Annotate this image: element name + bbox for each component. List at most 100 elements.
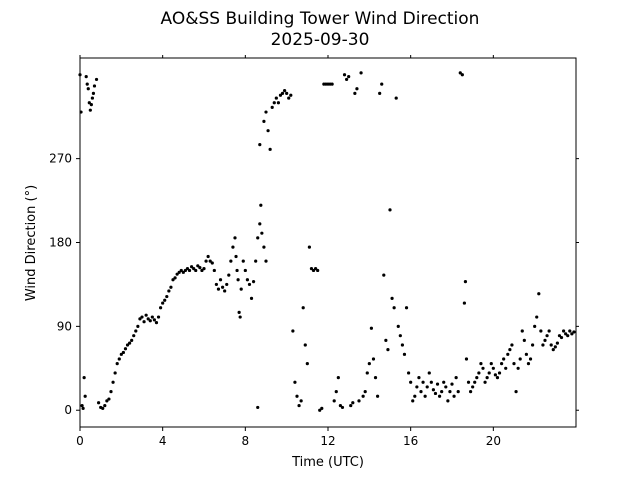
data-point (192, 266, 196, 271)
data-point (81, 406, 85, 410)
data-point (83, 394, 87, 398)
data-point (105, 399, 109, 403)
data-point (402, 352, 407, 356)
data-point (539, 329, 543, 333)
data-point (221, 285, 225, 289)
data-point (425, 385, 429, 389)
data-point (392, 306, 396, 310)
data-point (150, 315, 154, 319)
data-point (154, 321, 159, 325)
points-layer (78, 71, 576, 412)
data-point (262, 245, 266, 249)
data-point (156, 315, 161, 319)
x-tick-label: 16 (403, 434, 418, 448)
data-point (270, 105, 274, 109)
data-point (276, 101, 280, 105)
data-point (541, 343, 545, 347)
data-point (103, 403, 107, 408)
data-point (297, 403, 301, 408)
data-point (247, 282, 252, 287)
data-point (522, 338, 526, 342)
data-point (564, 332, 568, 336)
data-point (508, 348, 512, 352)
data-point (134, 329, 138, 333)
data-point (367, 362, 371, 366)
data-point (196, 264, 200, 268)
data-point (258, 143, 262, 147)
data-point (524, 352, 529, 356)
data-point (471, 385, 475, 389)
data-point (259, 203, 263, 207)
data-point (452, 394, 456, 398)
data-point (535, 315, 539, 319)
data-point (458, 71, 462, 75)
data-point (115, 362, 119, 366)
data-point (138, 317, 142, 321)
data-point (349, 403, 353, 408)
data-point (194, 268, 198, 273)
data-point (233, 236, 237, 240)
data-point (289, 93, 293, 97)
data-point (258, 222, 262, 226)
data-point (365, 371, 369, 375)
data-point (285, 91, 289, 96)
data-point (456, 389, 460, 394)
data-point (152, 318, 156, 322)
data-point (231, 245, 235, 249)
data-point (462, 301, 466, 305)
data-point (388, 208, 392, 212)
data-point (442, 380, 446, 384)
data-point (171, 278, 175, 282)
data-point (136, 324, 140, 328)
x-axis: 0 4 8 12 16 20 (76, 55, 501, 448)
data-point (91, 91, 96, 96)
data-point (413, 394, 417, 398)
data-point (345, 77, 349, 82)
data-point (386, 348, 390, 352)
data-point (419, 389, 423, 394)
data-point (140, 315, 144, 319)
data-point (190, 265, 194, 269)
data-point (200, 268, 204, 273)
data-point (266, 129, 270, 133)
data-point (245, 278, 249, 282)
data-point (512, 362, 516, 366)
data-point (415, 385, 419, 389)
data-point (557, 334, 562, 338)
data-point (431, 388, 435, 392)
data-point (351, 401, 355, 405)
data-point (303, 343, 307, 347)
data-point (243, 268, 247, 273)
data-point (181, 270, 185, 274)
data-point (278, 93, 283, 97)
data-point (562, 329, 566, 333)
data-point (249, 296, 254, 301)
data-point (380, 82, 384, 86)
data-point (411, 399, 415, 403)
data-point (227, 273, 231, 277)
data-point (119, 352, 123, 356)
data-point (378, 91, 382, 96)
x-tick-label: 0 (76, 434, 84, 448)
data-point (553, 345, 557, 349)
data-point (90, 96, 94, 100)
data-point (526, 362, 531, 366)
data-point (208, 259, 212, 263)
data-point (237, 310, 241, 314)
data-point (347, 75, 351, 79)
data-point (89, 102, 93, 107)
data-point (417, 376, 421, 380)
data-point (435, 382, 440, 386)
data-point (330, 82, 334, 86)
chart-subtitle: 2025-09-30 (271, 30, 370, 50)
data-point (167, 289, 171, 293)
data-point (291, 329, 295, 333)
data-point (183, 268, 187, 273)
data-point (198, 266, 202, 270)
data-point (264, 259, 268, 263)
data-point (125, 343, 130, 347)
data-point (84, 75, 88, 79)
data-point (113, 371, 117, 375)
